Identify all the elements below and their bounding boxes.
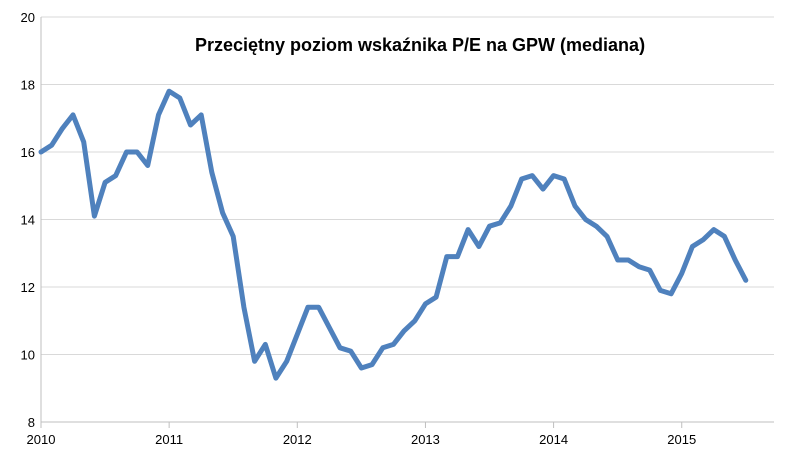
y-tick-label: 8 [28, 415, 35, 430]
y-tick-label: 18 [21, 78, 35, 93]
x-tick-label: 2015 [667, 432, 696, 447]
y-tick-label: 20 [21, 10, 35, 25]
y-tick-label: 14 [21, 213, 35, 228]
chart-title: Przeciętny poziom wskaźnika P/E na GPW (… [195, 35, 645, 55]
y-tick-label: 10 [21, 348, 35, 363]
series-layer [38, 88, 749, 381]
grid-lines [41, 16, 774, 355]
series-line-0 [38, 88, 749, 381]
x-tick-label: 2010 [27, 432, 56, 447]
x-tick-label: 2011 [155, 432, 183, 447]
y-tick-label: 16 [21, 145, 35, 160]
x-tick-label: 2014 [539, 432, 568, 447]
x-tick-label: 2013 [411, 432, 440, 447]
axes [40, 17, 774, 428]
tick-labels: 8 10 12 14 16 18 20 2010 2011 2012 2013 2014 2015 [21, 10, 697, 447]
x-tick-label: 2012 [283, 432, 312, 447]
y-tick-label: 12 [21, 280, 35, 295]
